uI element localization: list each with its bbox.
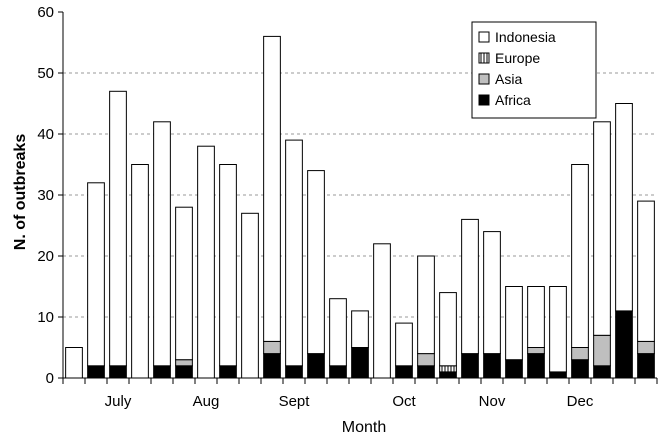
legend-label-asia: Asia [495,71,522,87]
bar-segment-indonesia [417,255,435,355]
bar-segment-indonesia [109,90,127,367]
bar-segment-indonesia [527,286,545,348]
y-tick-label: 30 [37,187,54,204]
bar-segment-africa [307,353,325,379]
bar-segment-africa [87,365,105,379]
bar-segment-indonesia [351,310,369,348]
legend-label-africa: Africa [495,92,531,108]
bar-segment-africa [351,347,369,379]
bar-segment-africa [483,353,501,379]
bar-segment-asia [637,340,655,355]
bar-segment-indonesia [593,121,611,336]
y-tick-label: 40 [37,126,54,143]
legend-swatch-africa [478,94,490,106]
bar-segment-indonesia [373,243,391,379]
legend: Indonesia Europe Asia Africa [471,21,597,119]
legend-swatch-indonesia [478,31,490,43]
legend-label-indonesia: Indonesia [495,29,556,45]
bar-segment-africa [571,359,589,379]
bar-segment-indonesia [637,200,655,342]
y-tick-label: 20 [37,248,54,265]
bar-segment-asia [417,353,435,367]
bar-segment-indonesia [329,298,347,367]
bar-segment-indonesia [439,292,457,367]
x-tick-labels: July Aug Sept Oct Nov Dec [105,393,594,410]
y-tick-label: 50 [37,65,54,82]
bar-segment-indonesia [571,164,589,348]
bar-segment-indonesia [65,347,83,379]
y-axis-title: N. of outbreaks [12,134,29,251]
y-tick-labels: 0 10 20 30 40 50 60 [37,4,54,387]
bar-segment-africa [593,365,611,379]
bar-segment-africa [153,365,171,379]
bar-segment-indonesia [175,206,193,361]
x-tick-label: Aug [193,393,220,410]
bar-segment-indonesia [197,145,215,379]
bar-segment-asia [263,340,281,355]
bar-segment-indonesia [483,231,501,355]
legend-swatch-europe [478,52,490,64]
bar-segment-africa [395,365,413,379]
bar-segment-africa [109,365,127,379]
bar-segment-africa [285,365,303,379]
bar-segment-indonesia [615,103,633,312]
x-tick-label: Oct [392,393,416,410]
bar-segment-africa [329,365,347,379]
bar-segment-indonesia [219,164,237,367]
bar-segment-indonesia [241,212,259,379]
x-axis-title: Month [342,419,386,436]
bar-segment-indonesia [395,322,413,367]
x-tick-label: July [105,393,132,410]
bar-segment-africa [175,365,193,379]
bar-segment-asia [527,347,545,355]
x-tick-label: Nov [479,393,506,410]
y-tick-label: 10 [37,309,54,326]
bar-segment-africa [527,353,545,379]
bar-segment-indonesia [285,139,303,367]
bar-segment-africa [505,359,523,379]
x-tick-label: Sept [279,393,311,410]
y-tick-label: 0 [46,370,54,387]
legend-swatch-asia [478,73,490,85]
bar-segment-africa [637,353,655,379]
x-tick-label: Dec [567,393,594,410]
bar-segment-africa [549,371,567,379]
axes [58,11,658,384]
bar-segment-indonesia [505,286,523,361]
bar-segment-indonesia [461,218,479,355]
bar-segment-indonesia [87,182,105,367]
bar-segment-asia [593,334,611,367]
bar-segment-africa [417,365,435,379]
bar-segment-asia [571,347,589,361]
bar-segment-africa [219,365,237,379]
bar-segment-indonesia [549,286,567,373]
bar-segment-africa [615,310,633,379]
bar-segment-indonesia [131,164,149,379]
bar-segment-indonesia [307,170,325,355]
legend-box [471,21,597,119]
bar-segment-asia [175,359,193,367]
y-tick-label: 60 [37,4,54,21]
bar-segment-indonesia [263,35,281,342]
bar-segment-africa [439,371,457,379]
bar-segment-europe [439,365,457,373]
bar-segment-indonesia [153,121,171,367]
bar-segment-africa [461,353,479,379]
legend-label-europe: Europe [495,50,540,66]
bar-segment-africa [263,353,281,379]
